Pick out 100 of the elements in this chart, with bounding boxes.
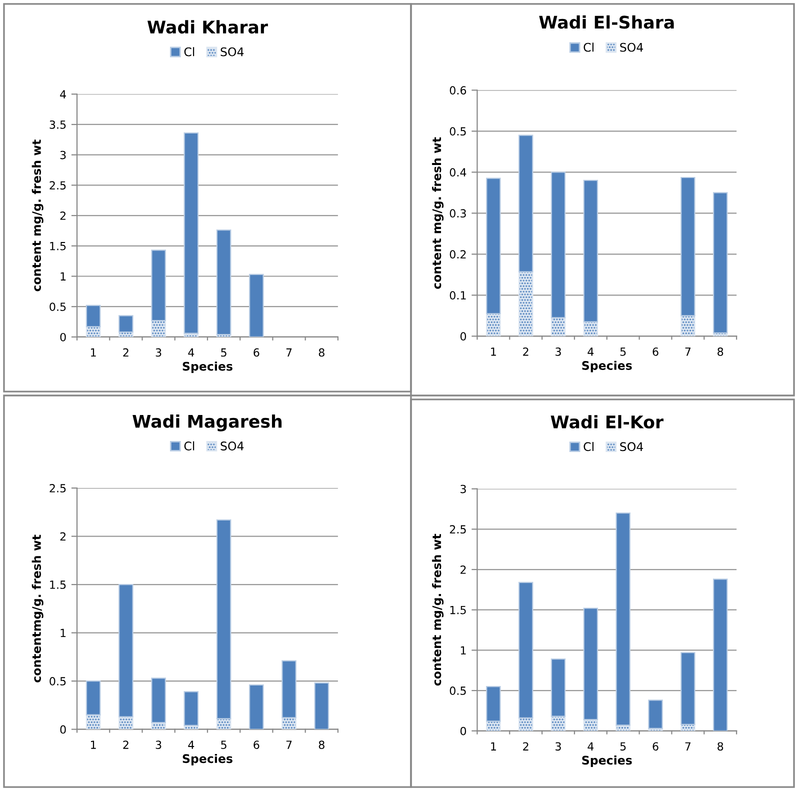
x-tick-label: 5 — [221, 740, 226, 750]
x-tick-label: 2 — [523, 347, 528, 356]
bar — [486, 686, 501, 722]
x-tick-label: 8 — [718, 347, 724, 356]
bar — [680, 652, 696, 725]
x-tick-label: 1 — [491, 348, 496, 356]
x-tick-label: 4 — [588, 348, 594, 356]
y-tick-label: 1.5 — [450, 606, 466, 614]
y-axis-title: contentmg/g. fresh wt — [32, 534, 44, 682]
y-tick-label: 2 — [460, 565, 466, 574]
bar — [680, 176, 696, 316]
x-tick-label: 3 — [156, 348, 162, 357]
bar — [282, 660, 296, 718]
y-axis-title: content mg/g. fresh wt — [432, 137, 444, 289]
bar — [184, 691, 199, 726]
bar — [86, 304, 101, 328]
x-tick-label: 4 — [188, 348, 194, 357]
bar — [550, 172, 566, 318]
bar — [118, 315, 134, 333]
x-tick-label: 5 — [620, 348, 626, 356]
legend-label: Cl — [584, 42, 594, 52]
y-tick-label: 0.2 — [450, 250, 466, 259]
x-tick-label: 7 — [685, 742, 691, 750]
x-tick-label: 5 — [221, 348, 226, 357]
bar — [486, 178, 501, 314]
x-tick-label: 1 — [91, 348, 96, 357]
y-tick-label: 0 — [460, 726, 466, 736]
x-tick-label: 7 — [286, 348, 292, 357]
y-tick-label: 2.5 — [450, 525, 466, 534]
bar — [216, 519, 232, 720]
y-axis-title: content mg/g. fresh wt — [432, 534, 444, 686]
y-axis-title: content mg/g. fresh wt — [32, 140, 44, 292]
y-tick-label: 0.4 — [450, 168, 466, 177]
legend-label: SO4 — [620, 42, 644, 52]
bar — [118, 584, 134, 718]
legend-label: SO4 — [220, 442, 244, 450]
x-axis-title: Species — [582, 360, 632, 372]
bar — [86, 680, 101, 716]
y-tick-label: 0.5 — [50, 677, 66, 686]
y-tick-label: 3.5 — [50, 120, 66, 129]
y-tick-label: 0.1 — [450, 291, 466, 300]
chart-title: Wadi Kharar — [147, 20, 268, 34]
x-tick-label: 6 — [652, 347, 658, 356]
bar — [712, 578, 728, 731]
bar — [86, 326, 101, 337]
bar — [648, 700, 663, 730]
y-tick-label: 2.5 — [50, 181, 66, 190]
y-tick-label: 2 — [60, 212, 66, 220]
x-tick-label: 2 — [123, 348, 128, 357]
y-tick-label: 1 — [60, 628, 66, 638]
bar — [151, 320, 166, 337]
x-tick-label: 8 — [318, 740, 324, 750]
bar — [550, 317, 566, 336]
y-tick-label: 0.5 — [450, 127, 466, 136]
x-tick-label: 1 — [491, 742, 496, 750]
y-tick-label: 2.5 — [50, 484, 66, 492]
y-tick-label: 0.5 — [450, 686, 466, 695]
bar — [518, 271, 534, 336]
y-tick-label: 0.3 — [450, 209, 466, 218]
x-tick-label: 7 — [286, 740, 292, 749]
x-tick-label: 6 — [254, 740, 260, 750]
y-tick-label: 4 — [60, 90, 66, 98]
legend-label: Cl — [184, 47, 194, 56]
bar — [518, 582, 534, 719]
chart-title: Wadi El-Kor — [550, 415, 664, 429]
x-tick-label: 8 — [718, 742, 724, 751]
x-tick-label: 1 — [91, 740, 96, 749]
y-tick-label: 2 — [60, 532, 66, 541]
bar — [616, 512, 630, 726]
y-tick-label: 3 — [60, 150, 66, 160]
x-tick-label: 2 — [523, 742, 528, 750]
bar — [518, 134, 534, 272]
y-tick-label: 1.5 — [50, 580, 66, 589]
x-tick-label: 3 — [556, 347, 561, 356]
legend-label: Cl — [184, 441, 194, 450]
bar — [712, 192, 728, 334]
bar — [486, 313, 501, 336]
bar — [151, 678, 166, 724]
x-tick-label: 4 — [588, 742, 594, 750]
x-tick-label: 2 — [123, 740, 128, 749]
bar — [680, 315, 696, 336]
bar — [184, 132, 199, 334]
legend-label: SO4 — [620, 442, 644, 452]
legend-label: Cl — [584, 442, 594, 452]
x-tick-label: 4 — [188, 740, 194, 749]
bar — [249, 274, 264, 337]
chart-title: Wadi Magaresh — [132, 414, 282, 432]
y-tick-label: 0 — [460, 332, 466, 341]
y-tick-label: 3 — [460, 484, 466, 494]
bar — [314, 682, 330, 730]
y-tick-label: 0 — [60, 725, 66, 734]
x-tick-label: 3 — [556, 742, 561, 751]
y-tick-label: 0.5 — [50, 302, 66, 311]
x-tick-label: 6 — [254, 348, 260, 357]
bar — [249, 684, 264, 730]
y-tick-label: 0.6 — [450, 86, 466, 95]
y-tick-label: 1 — [460, 646, 466, 654]
x-axis-title: Species — [182, 362, 232, 374]
bar — [151, 250, 166, 322]
bar — [216, 230, 232, 336]
